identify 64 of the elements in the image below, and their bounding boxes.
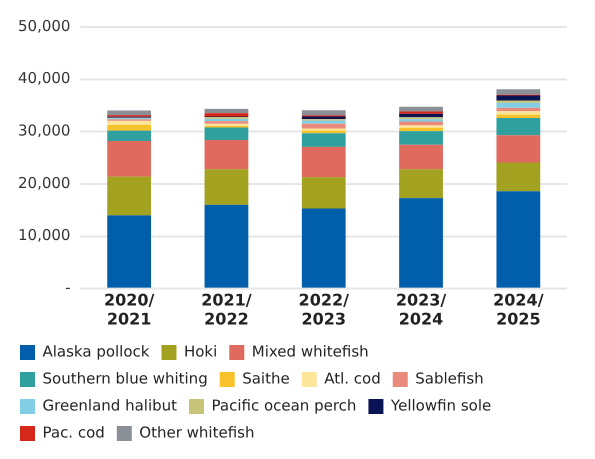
bar xyxy=(496,162,540,192)
bar xyxy=(399,131,443,145)
y-tick-label: 40,000 xyxy=(18,69,70,88)
bar xyxy=(399,198,443,288)
bar xyxy=(204,204,248,288)
legend-label: Saithe xyxy=(242,369,290,388)
legend-label: Pacific ocean perch xyxy=(212,396,356,414)
bar xyxy=(399,111,443,114)
bar xyxy=(496,135,540,163)
y-tick-label: 30,000 xyxy=(18,122,70,140)
bar xyxy=(204,169,248,205)
y-tick-label: 10,000 xyxy=(18,226,70,244)
bar xyxy=(204,127,248,140)
x-tick-label: 2022/2023 xyxy=(298,290,350,329)
bar xyxy=(302,120,346,124)
bar xyxy=(496,96,540,101)
legend-label: Sablefish xyxy=(415,369,484,388)
bar xyxy=(204,140,248,170)
bar xyxy=(496,118,540,136)
bar xyxy=(399,169,443,198)
bar xyxy=(496,102,540,108)
legend-label: Alaska pollock xyxy=(42,342,150,360)
x-tick-label: 2023/2024 xyxy=(396,290,446,329)
bar xyxy=(399,121,443,126)
legend-label: Southern blue whiting xyxy=(42,369,208,388)
bar xyxy=(302,146,346,178)
bar xyxy=(107,215,152,288)
bar xyxy=(107,120,152,125)
bar xyxy=(399,144,443,170)
bar xyxy=(204,121,248,124)
x-tick-label: 2020/2021 xyxy=(104,290,154,329)
x-tick-label: 2021/2022 xyxy=(201,290,252,329)
bar xyxy=(107,141,152,177)
bar xyxy=(302,110,346,116)
y-tick-label: 50,000 xyxy=(18,16,70,35)
bar xyxy=(302,130,346,134)
legend-label: Greenland halibut xyxy=(42,396,178,414)
bar xyxy=(399,114,443,118)
legend-label: Atl. cod xyxy=(324,369,381,388)
bar xyxy=(107,176,152,216)
x-tick-label: 2024/2025 xyxy=(493,290,544,329)
bar xyxy=(107,110,152,116)
bar xyxy=(496,191,540,288)
bar xyxy=(496,111,540,115)
bar xyxy=(302,124,346,128)
legend-label: Yellowfin sole xyxy=(390,396,492,414)
bar xyxy=(496,89,540,95)
bar xyxy=(302,133,346,147)
legend-label: Mixed whitefish xyxy=(252,342,369,360)
bar xyxy=(204,108,248,114)
bar xyxy=(107,124,152,131)
y-tick-label: - xyxy=(65,278,70,296)
bar xyxy=(302,116,346,120)
bar xyxy=(399,128,443,132)
bar xyxy=(204,113,248,116)
legend-label: Pac. cod xyxy=(42,423,105,442)
bar xyxy=(302,208,346,288)
bar xyxy=(107,130,152,142)
legend-label: Hoki xyxy=(184,342,218,360)
legend-label: Other whitefish xyxy=(139,423,254,442)
bar xyxy=(302,177,346,209)
y-tick-label: 20,000 xyxy=(18,174,70,192)
bar xyxy=(496,114,540,118)
bar xyxy=(399,106,443,112)
